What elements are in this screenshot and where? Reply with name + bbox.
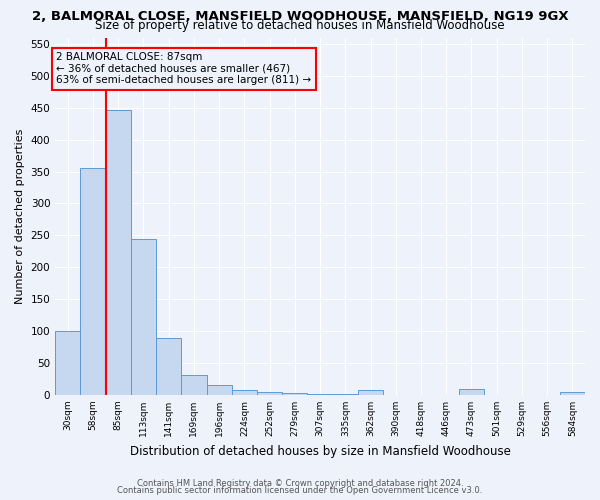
Bar (332, 394, 358, 395)
Bar (358, 390, 383, 395)
Bar (131, 238, 156, 395)
Bar (459, 389, 484, 395)
Bar (232, 390, 257, 395)
Bar (282, 393, 307, 395)
Text: Contains public sector information licensed under the Open Government Licence v3: Contains public sector information licen… (118, 486, 482, 495)
Y-axis label: Number of detached properties: Number of detached properties (15, 128, 25, 304)
Bar (257, 392, 282, 395)
Text: 2 BALMORAL CLOSE: 87sqm
← 36% of detached houses are smaller (467)
63% of semi-d: 2 BALMORAL CLOSE: 87sqm ← 36% of detache… (56, 52, 311, 86)
Bar (80, 168, 106, 395)
Bar (55, 331, 80, 395)
Bar (106, 110, 131, 395)
X-axis label: Distribution of detached houses by size in Mansfield Woodhouse: Distribution of detached houses by size … (130, 444, 511, 458)
Text: Contains HM Land Registry data © Crown copyright and database right 2024.: Contains HM Land Registry data © Crown c… (137, 478, 463, 488)
Bar (156, 338, 181, 395)
Bar (181, 374, 206, 395)
Text: Size of property relative to detached houses in Mansfield Woodhouse: Size of property relative to detached ho… (95, 19, 505, 32)
Bar (307, 394, 332, 395)
Text: 2, BALMORAL CLOSE, MANSFIELD WOODHOUSE, MANSFIELD, NG19 9GX: 2, BALMORAL CLOSE, MANSFIELD WOODHOUSE, … (32, 10, 568, 23)
Bar (206, 386, 232, 395)
Bar (560, 392, 585, 395)
